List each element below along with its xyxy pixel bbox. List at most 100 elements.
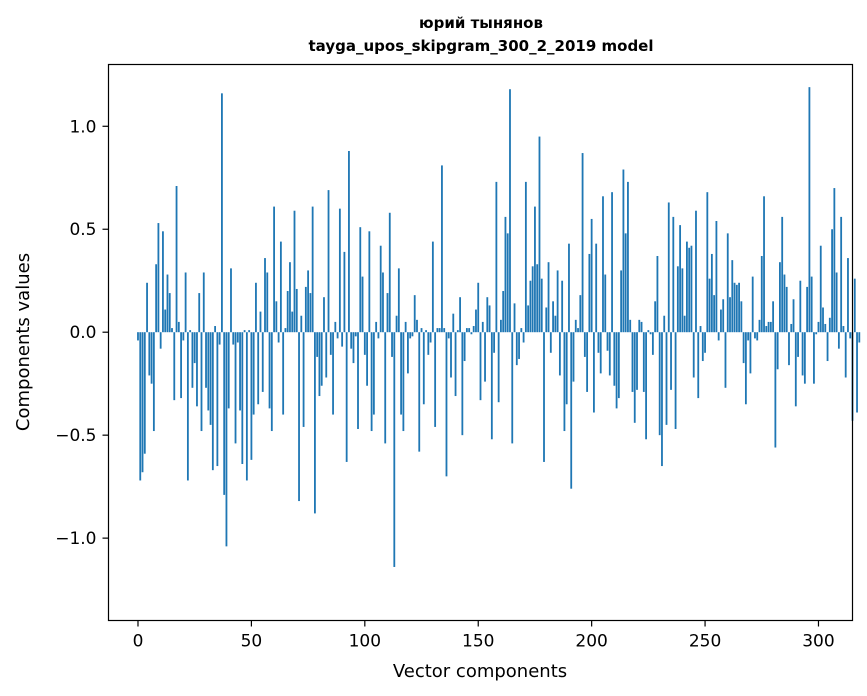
bar (858, 332, 861, 343)
bar (268, 332, 271, 409)
bar (645, 332, 647, 440)
bar (822, 307, 824, 333)
bar (574, 319, 577, 333)
bar (531, 266, 534, 333)
bar (177, 321, 180, 333)
bar (184, 272, 187, 333)
bar (817, 321, 820, 333)
bar (264, 258, 266, 333)
bar (141, 332, 144, 473)
bar (842, 326, 845, 333)
bar (520, 328, 523, 333)
bar (309, 293, 312, 333)
bar (615, 332, 618, 409)
bar (581, 153, 584, 333)
bar (286, 291, 289, 333)
bar (597, 332, 600, 353)
x-axis-label: Vector components (393, 661, 567, 682)
bar (590, 218, 593, 333)
bar (561, 280, 564, 333)
bar (279, 241, 282, 333)
bar (354, 332, 357, 337)
bar (733, 282, 736, 333)
bar (699, 326, 702, 333)
bar (593, 332, 595, 413)
bar (540, 278, 543, 333)
bar (454, 332, 457, 397)
bar (465, 328, 468, 333)
bar (479, 332, 482, 401)
bar (717, 332, 720, 341)
bar (676, 266, 679, 333)
bar (611, 192, 613, 333)
bar (443, 328, 446, 333)
bar (715, 221, 718, 333)
bar (155, 264, 158, 333)
bar (758, 319, 761, 333)
bar (760, 256, 763, 333)
bar (168, 293, 171, 333)
bar (518, 332, 520, 359)
bar (320, 332, 323, 386)
bar (661, 332, 663, 467)
bar (570, 332, 573, 489)
bar (332, 332, 334, 415)
bar (608, 332, 611, 376)
bar (713, 295, 716, 333)
bar (524, 181, 527, 333)
bar (790, 323, 793, 333)
bar (708, 278, 711, 333)
bar (357, 332, 359, 429)
bar (747, 332, 750, 341)
bar (186, 332, 189, 481)
bar (307, 270, 310, 333)
bar (395, 315, 398, 333)
bar (686, 241, 688, 333)
bar (214, 326, 217, 333)
bar (568, 243, 570, 333)
bar (370, 332, 373, 432)
chart-title: юрий тынянов (419, 14, 543, 32)
bar (629, 319, 632, 333)
bar (325, 332, 328, 378)
bar (785, 286, 788, 333)
bar (604, 274, 607, 333)
bar (452, 313, 455, 333)
bar (293, 210, 296, 333)
bar (252, 332, 255, 415)
bar (806, 286, 809, 333)
bar (477, 282, 480, 333)
bar (529, 280, 532, 333)
bar (363, 332, 366, 355)
x-tick-label: 50 (241, 632, 263, 652)
bar (536, 264, 539, 333)
bar (441, 165, 443, 333)
bar (162, 231, 164, 333)
bar (545, 307, 548, 333)
bar (402, 332, 405, 432)
bar (434, 332, 437, 427)
bar (413, 295, 416, 333)
bar (840, 216, 843, 333)
bar (275, 301, 278, 333)
bar (538, 136, 541, 333)
bar (232, 332, 235, 345)
bar (164, 309, 167, 333)
y-axis-label: Components values (13, 253, 34, 431)
bar (384, 332, 387, 444)
bar (388, 212, 391, 333)
bar (792, 299, 795, 333)
bar (300, 315, 303, 333)
bar (509, 89, 511, 333)
bar (375, 321, 378, 333)
bar (323, 297, 325, 333)
bar (704, 332, 706, 353)
bar (259, 311, 262, 333)
bar (345, 332, 348, 462)
bar (350, 332, 353, 349)
bar (831, 229, 833, 333)
bar (189, 330, 192, 333)
bar (742, 332, 745, 364)
bar (250, 332, 253, 460)
